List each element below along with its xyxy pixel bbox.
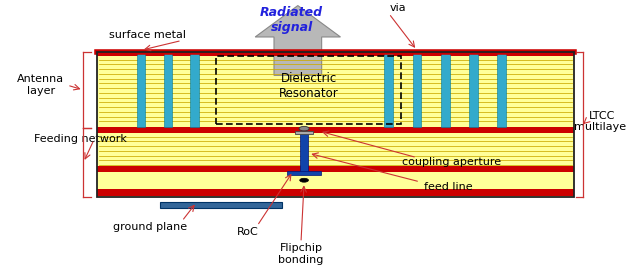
Bar xyxy=(413,53,421,127)
Text: LTCC
multilayer: LTCC multilayer xyxy=(574,110,627,132)
Bar xyxy=(97,127,574,133)
Bar xyxy=(300,132,308,174)
Bar xyxy=(441,53,450,127)
Bar xyxy=(469,53,478,127)
Bar xyxy=(97,52,574,128)
Bar xyxy=(97,128,574,197)
Text: RoC: RoC xyxy=(237,227,258,237)
Text: feed line: feed line xyxy=(424,182,473,192)
Polygon shape xyxy=(255,6,340,75)
Bar xyxy=(137,53,145,127)
Circle shape xyxy=(300,178,308,182)
Text: via: via xyxy=(390,3,406,13)
Bar xyxy=(384,53,393,127)
Bar xyxy=(160,202,282,208)
Bar xyxy=(190,53,199,127)
Text: Flipchip
bonding: Flipchip bonding xyxy=(278,243,324,265)
Bar xyxy=(97,189,574,196)
Bar xyxy=(287,171,321,175)
Bar xyxy=(97,52,574,197)
Bar xyxy=(97,50,574,56)
Bar xyxy=(97,166,574,172)
Text: Radiated
signal: Radiated signal xyxy=(260,6,323,33)
Bar xyxy=(497,53,506,127)
Text: Feeding network: Feeding network xyxy=(34,134,127,145)
Bar xyxy=(295,131,313,134)
Circle shape xyxy=(299,126,309,131)
Text: surface metal: surface metal xyxy=(109,30,186,40)
Text: Antenna
layer: Antenna layer xyxy=(17,74,65,96)
Text: Dielectric
Resonator: Dielectric Resonator xyxy=(279,72,339,100)
Text: coupling aperture: coupling aperture xyxy=(402,157,501,167)
Bar xyxy=(216,56,401,124)
Text: ground plane: ground plane xyxy=(113,222,187,232)
Bar xyxy=(164,53,172,127)
